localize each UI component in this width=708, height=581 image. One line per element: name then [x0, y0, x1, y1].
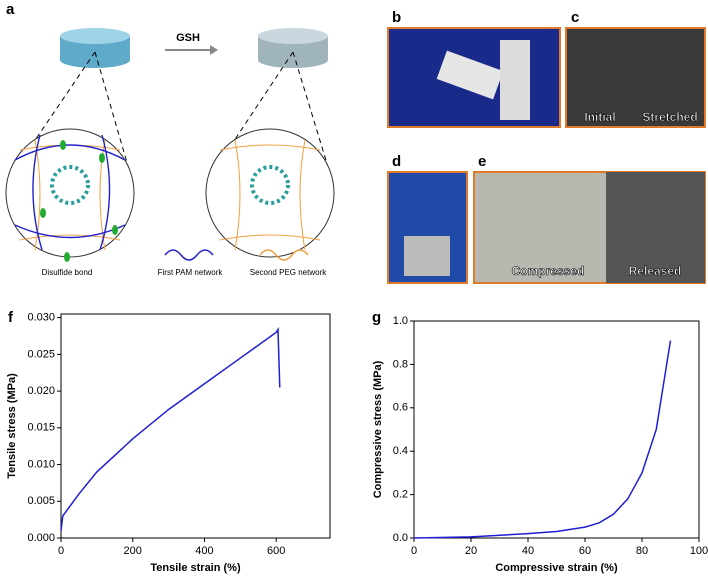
panel-label: e — [478, 153, 486, 170]
photo-label: Compressed — [512, 264, 585, 278]
legend-label: Disulfide bond — [42, 268, 93, 277]
plot-frame — [60, 313, 331, 539]
y-tick-label: 0.010 — [27, 458, 55, 470]
photos — [387, 27, 706, 284]
photo-label: Stretched — [642, 110, 697, 124]
y-tick-label: 0.020 — [27, 385, 55, 397]
x-tick-label: 60 — [579, 545, 591, 557]
panel-label: d — [392, 153, 401, 170]
x-tick-label: 100 — [690, 545, 708, 557]
panel-label: b — [392, 9, 401, 26]
y-axis-title: Compressive stress (MPa) — [372, 360, 384, 498]
y-tick-label: 0.4 — [393, 445, 408, 457]
panel-label: f — [8, 309, 14, 326]
x-tick-label: 0 — [58, 545, 64, 557]
y-tick-label: 0.8 — [393, 358, 408, 370]
panel-label: g — [372, 309, 381, 326]
photo-label: Released — [629, 264, 682, 278]
y-tick-label: 0.025 — [27, 348, 55, 360]
y-tick-label: 0.000 — [27, 532, 55, 544]
data-line — [60, 326, 281, 531]
x-tick-label: 400 — [195, 545, 213, 557]
y-tick-label: 0.005 — [27, 495, 55, 507]
photo-label: Initial — [584, 110, 615, 124]
y-tick-label: 0.6 — [393, 402, 408, 414]
x-tick-label: 0 — [411, 545, 417, 557]
legend-label: Second PEG network — [250, 268, 327, 277]
x-tick-label: 200 — [124, 545, 142, 557]
plot-frame — [413, 320, 700, 539]
panel-label: c — [571, 9, 579, 26]
x-axis-title: Tensile strain (%) — [150, 562, 241, 574]
y-tick-label: 0.030 — [27, 312, 55, 324]
legend-label: First PAM network — [158, 268, 224, 277]
y-tick-label: 0.2 — [393, 489, 408, 501]
schematic — [5, 28, 335, 262]
arrow-label: GSH — [176, 32, 200, 44]
y-tick-label: 0.015 — [27, 422, 55, 434]
x-tick-label: 40 — [522, 545, 534, 557]
x-axis-title: Compressive strain (%) — [495, 562, 618, 574]
x-tick-label: 600 — [267, 545, 285, 557]
x-tick-label: 80 — [636, 545, 648, 557]
y-tick-label: 1.0 — [393, 315, 408, 327]
data-line — [413, 340, 672, 539]
panel-label: a — [6, 1, 15, 18]
y-tick-label: 0.0 — [393, 532, 408, 544]
y-axis-title: Tensile stress (MPa) — [6, 373, 18, 479]
x-tick-label: 20 — [465, 545, 477, 557]
